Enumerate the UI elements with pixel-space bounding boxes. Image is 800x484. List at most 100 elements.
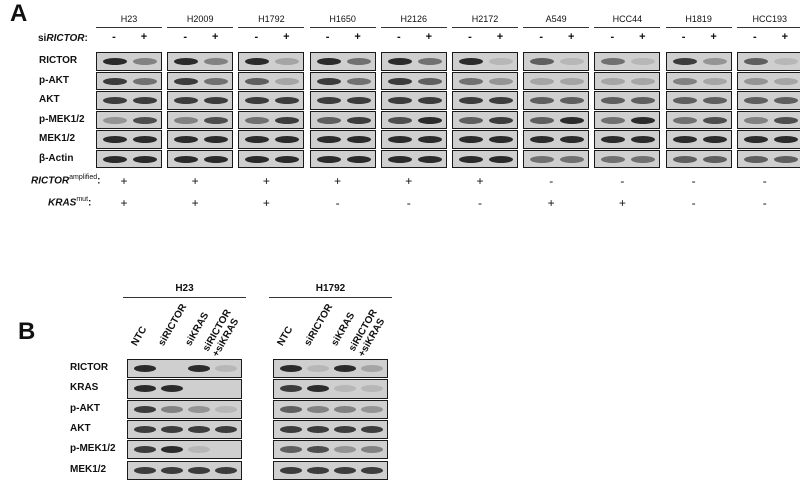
blot-box xyxy=(273,379,388,399)
protein-band xyxy=(245,77,270,85)
cell-line-underline xyxy=(380,27,447,28)
protein-band xyxy=(459,116,483,124)
blot-box xyxy=(238,130,305,149)
protein-band xyxy=(601,136,626,143)
protein-band xyxy=(702,97,727,104)
lane-sign: + xyxy=(140,31,148,43)
blot-box xyxy=(380,91,447,110)
blot-box xyxy=(127,460,242,480)
protein-band xyxy=(334,425,356,433)
protein-band xyxy=(773,155,798,163)
protein-band xyxy=(387,58,412,65)
blot-box xyxy=(127,399,242,419)
blot-box xyxy=(594,91,661,110)
protein-band xyxy=(188,466,210,474)
kras-status-sign: + xyxy=(191,196,199,210)
protein-band xyxy=(459,77,483,85)
blot-box xyxy=(127,419,242,440)
protein-band xyxy=(743,77,768,85)
blot-row-label: AKT xyxy=(70,422,91,434)
blot-box xyxy=(167,110,234,129)
blot-box xyxy=(238,52,305,71)
protein-band xyxy=(204,155,229,163)
protein-band xyxy=(672,116,697,124)
protein-band xyxy=(361,466,383,474)
protein-band xyxy=(361,385,383,393)
protein-band xyxy=(489,155,513,163)
protein-band xyxy=(672,155,697,163)
protein-band xyxy=(387,77,412,85)
kras-status-sign: - xyxy=(691,196,696,210)
blot-row-label: KRAS xyxy=(70,382,99,394)
sirictor-label: siRICTOR: xyxy=(38,33,88,44)
lane-sign: + xyxy=(425,31,433,43)
panel-a-letter: A xyxy=(10,0,28,27)
kras-status-sign: - xyxy=(478,196,482,210)
protein-band xyxy=(702,155,727,163)
cell-line-name: H2009 xyxy=(186,14,214,24)
blot-box xyxy=(523,91,590,110)
protein-band xyxy=(672,58,697,65)
protein-band xyxy=(601,97,626,104)
protein-band xyxy=(307,466,329,474)
lane-sign: + xyxy=(496,31,504,43)
lane-sign: + xyxy=(211,31,219,43)
group-underline xyxy=(123,297,246,298)
protein-band xyxy=(530,136,555,143)
blot-row-label: MEK1/2 xyxy=(39,133,76,144)
protein-band xyxy=(743,97,768,104)
rictor-amplified-label: RICTORamplified: xyxy=(31,174,101,186)
group-title: H1792 xyxy=(315,283,346,294)
cell-line-underline xyxy=(736,27,800,28)
protein-band xyxy=(103,116,127,124)
lane-sign: + xyxy=(567,31,575,43)
protein-band xyxy=(361,405,383,413)
protein-band xyxy=(702,116,727,124)
protein-band xyxy=(245,58,270,65)
protein-band xyxy=(530,58,555,65)
protein-band xyxy=(334,405,356,413)
lane-label: NTC xyxy=(129,325,149,348)
protein-band xyxy=(133,116,157,124)
blot-box xyxy=(167,91,234,110)
cell-line-name: H2126 xyxy=(400,14,428,24)
rictor-status-colon: : xyxy=(97,175,101,187)
blot-box xyxy=(665,91,732,110)
protein-band xyxy=(215,466,237,474)
lane-sign: - xyxy=(254,31,259,43)
blot-box xyxy=(594,52,661,71)
protein-band xyxy=(417,155,442,163)
protein-band xyxy=(275,58,300,65)
protein-band xyxy=(601,116,626,124)
rictor-status-sign: + xyxy=(120,174,128,188)
protein-band xyxy=(631,58,656,65)
protein-band xyxy=(174,155,199,163)
blot-box xyxy=(736,71,800,90)
group-underline xyxy=(269,297,392,298)
blot-box xyxy=(594,130,661,149)
group-title: H23 xyxy=(175,283,194,294)
cell-line-name: H1792 xyxy=(258,14,285,24)
protein-band xyxy=(417,77,442,85)
protein-band xyxy=(631,97,656,104)
blot-box xyxy=(96,130,162,149)
lane-sign: - xyxy=(468,31,472,43)
blot-box xyxy=(167,71,234,90)
blot-box xyxy=(665,110,732,129)
protein-band xyxy=(361,446,383,454)
protein-band xyxy=(188,425,210,433)
protein-band xyxy=(134,365,156,372)
lane-label-line1: NTC xyxy=(275,324,296,348)
protein-band xyxy=(631,155,656,163)
kras-status-sign: + xyxy=(618,196,626,210)
protein-band xyxy=(245,136,270,143)
blot-box xyxy=(380,71,447,90)
lane-sign: - xyxy=(752,31,757,43)
blot-box xyxy=(238,149,305,168)
blot-box xyxy=(452,71,518,90)
blot-box xyxy=(167,149,234,168)
protein-band xyxy=(204,136,229,143)
protein-band xyxy=(560,77,585,85)
cell-line-underline xyxy=(167,27,234,28)
blot-box xyxy=(665,130,732,149)
